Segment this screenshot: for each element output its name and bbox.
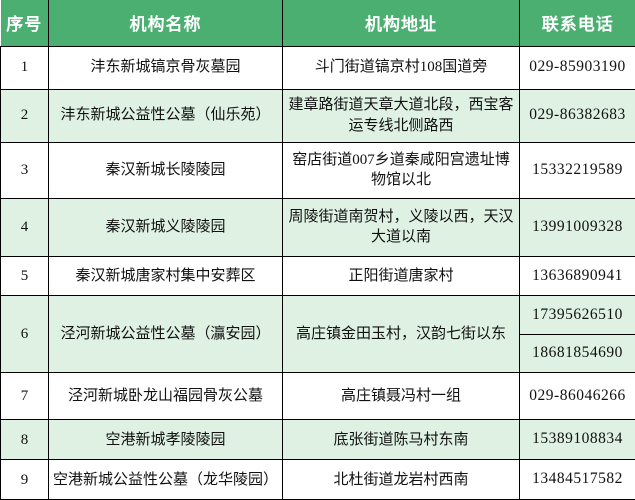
org-address: 北杜街道龙岩村西南	[283, 460, 520, 500]
header-cell-phone: 联系电话	[520, 0, 635, 46]
row-number: 5	[1, 256, 49, 296]
org-name: 泾河新城公益性公墓（灜安园）	[49, 296, 283, 373]
table-row: 6 泾河新城公益性公墓（灜安园） 高庄镇金田玉村，汉韵七街以东 17395626…	[1, 296, 635, 373]
phone-stack: 13636890941	[520, 257, 635, 296]
org-name: 秦汉新城唐家村集中安葬区	[49, 256, 283, 296]
row-number: 9	[1, 460, 49, 500]
header-cell-address: 机构地址	[283, 0, 520, 46]
org-name: 秦汉新城义陵陵园	[49, 198, 283, 256]
row-number: 4	[1, 198, 49, 256]
org-address: 周陵街道南贺村，义陵以西，天汉大道以南	[283, 198, 520, 256]
table-row: 4 秦汉新城义陵陵园 周陵街道南贺村，义陵以西，天汉大道以南 139910093…	[1, 198, 635, 256]
table-row: 3 秦汉新城长陵陵园 窑店街道007乡道秦咸阳宫遗址博物馆以北 15332219…	[1, 142, 635, 198]
org-address: 正阳街道唐家村	[283, 256, 520, 296]
header-cell-number: 序号	[1, 0, 49, 46]
phone-stack: 15389108834	[520, 420, 635, 459]
phone-stack: 13991009328	[520, 208, 635, 247]
org-address: 斗门街道镐京村108国道旁	[283, 46, 520, 89]
phone-stack: 15332219589	[520, 151, 635, 190]
org-address: 高庄镇聂冯村一组	[283, 373, 520, 420]
org-phone: 13484517582	[520, 460, 635, 500]
table-row: 8 空港新城孝陵陵园 底张街道陈马村东南 15389108834	[1, 420, 635, 460]
org-phone: 13636890941	[520, 256, 635, 296]
org-phone: 029-86382683	[520, 89, 635, 142]
org-name: 沣东新城公益性公墓（仙乐苑）	[49, 89, 283, 142]
table-header: 序号 机构名称 机构地址 联系电话	[1, 0, 635, 46]
phone-number: 13991009328	[520, 208, 635, 247]
org-name: 沣东新城镐京骨灰墓园	[49, 46, 283, 89]
org-phone: 029-85903190	[520, 46, 635, 89]
org-name: 秦汉新城长陵陵园	[49, 142, 283, 198]
phone-stack: 029-86046266	[520, 377, 635, 416]
table-row: 7 泾河新城卧龙山福园骨灰公墓 高庄镇聂冯村一组 029-86046266	[1, 373, 635, 420]
row-number: 2	[1, 89, 49, 142]
phone-number: 029-86046266	[520, 377, 635, 416]
org-address: 底张街道陈马村东南	[283, 420, 520, 460]
org-address: 窑店街道007乡道秦咸阳宫遗址博物馆以北	[283, 142, 520, 198]
row-number: 6	[1, 296, 49, 373]
org-name: 空港新城孝陵陵园	[49, 420, 283, 460]
phone-stack: 029-86382683	[520, 96, 635, 135]
org-address: 高庄镇金田玉村，汉韵七街以东	[283, 296, 520, 373]
table-row: 1 沣东新城镐京骨灰墓园 斗门街道镐京村108国道旁 029-85903190	[1, 46, 635, 89]
row-number: 3	[1, 142, 49, 198]
row-number: 1	[1, 46, 49, 89]
table-body: 1 沣东新城镐京骨灰墓园 斗门街道镐京村108国道旁 029-85903190 …	[1, 46, 635, 500]
phone-number: 15389108834	[520, 420, 635, 459]
table-row: 9 空港新城公益性公墓（龙华陵园） 北杜街道龙岩村西南 13484517582	[1, 460, 635, 500]
header-row: 序号 机构名称 机构地址 联系电话	[1, 0, 635, 46]
row-number: 7	[1, 373, 49, 420]
phone-number: 13484517582	[520, 460, 635, 499]
table-row: 5 秦汉新城唐家村集中安葬区 正阳街道唐家村 13636890941	[1, 256, 635, 296]
org-phone: 13991009328	[520, 198, 635, 256]
phone-stack: 029-85903190	[520, 48, 635, 87]
org-phone: 15389108834	[520, 420, 635, 460]
org-phone: 029-86046266	[520, 373, 635, 420]
row-number: 8	[1, 420, 49, 460]
org-name: 空港新城公益性公墓（龙华陵园）	[49, 460, 283, 500]
table-row: 2 沣东新城公益性公墓（仙乐苑） 建章路街道天章大道北段，西宝客运专线北侧路西 …	[1, 89, 635, 142]
org-phone: 15332219589	[520, 142, 635, 198]
phone-stack: 13484517582	[520, 460, 635, 499]
phone-number: 029-86382683	[520, 96, 635, 135]
phone-number: 15332219589	[520, 151, 635, 190]
header-cell-name: 机构名称	[49, 0, 283, 46]
phone-number: 13636890941	[520, 257, 635, 296]
phone-number: 029-85903190	[520, 48, 635, 87]
org-name: 泾河新城卧龙山福园骨灰公墓	[49, 373, 283, 420]
phone-number: 18681854690	[520, 334, 635, 372]
org-address: 建章路街道天章大道北段，西宝客运专线北侧路西	[283, 89, 520, 142]
phone-number: 17395626510	[520, 297, 635, 334]
